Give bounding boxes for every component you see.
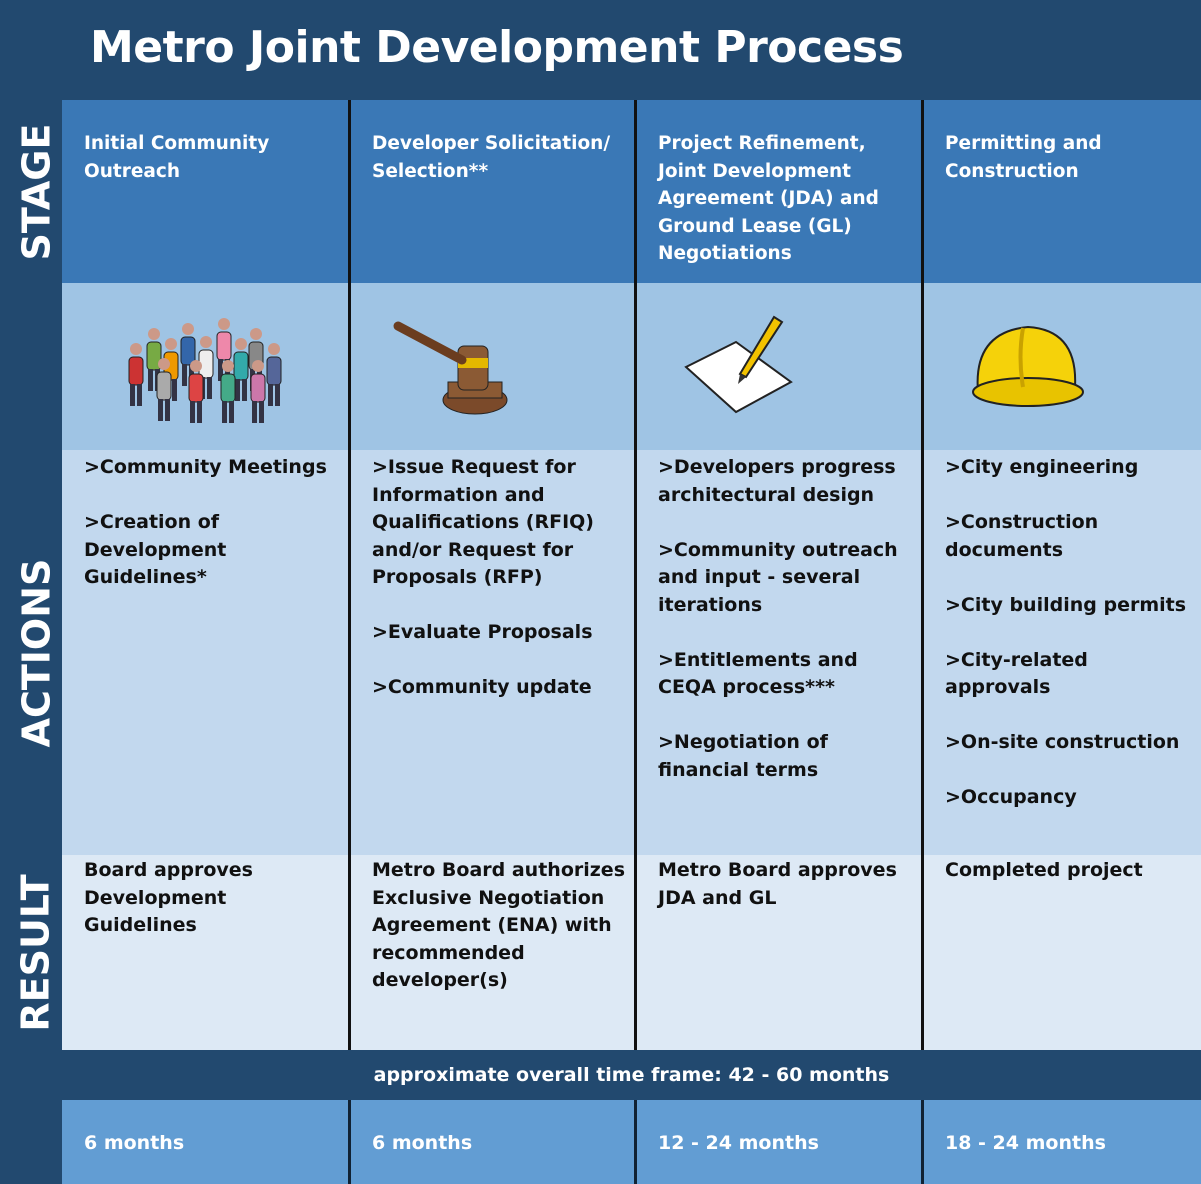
column-divider — [634, 1100, 637, 1184]
action-item: >Community outreach and input - several … — [658, 538, 898, 616]
column-divider — [634, 100, 637, 1050]
action-item: >Creation of Development Guidelines* — [84, 511, 227, 588]
title: Metro Joint Development Process — [90, 22, 904, 73]
result-cell: Board approves Development Guidelines — [62, 855, 350, 1050]
row-label: STAGE — [10, 100, 62, 283]
action-item: >Occupancy — [945, 786, 1077, 808]
duration-cell: 12 - 24 months — [636, 1100, 923, 1184]
icon-cell — [923, 283, 1201, 450]
stage-cell: Initial Community Outreach — [62, 100, 350, 283]
result-cell: Metro Board approves JDA and GL — [636, 855, 923, 1050]
action-item: >Developers progress architectural desig… — [658, 456, 896, 506]
action-item: >Issue Request for Information and Quali… — [372, 456, 594, 588]
row-label-text: RESULT — [14, 873, 59, 1032]
result-cell: Completed project — [923, 855, 1201, 1050]
actions-cell: >Community Meetings >Creation of Developm… — [62, 450, 350, 855]
action-item: >Entitlements and CEQA process*** — [658, 648, 858, 699]
icon-cell — [350, 283, 636, 450]
duration-cell: 6 months — [62, 1100, 350, 1184]
column-divider — [348, 100, 351, 1050]
action-item: >Community Meetings — [84, 456, 327, 478]
row-label: RESULT — [10, 855, 62, 1050]
duration-cell: 18 - 24 months — [923, 1100, 1201, 1184]
result-cell: Metro Board authorizes Exclusive Negotia… — [350, 855, 636, 1050]
column-divider — [348, 1100, 351, 1184]
stage-cell: Permitting and Construction — [923, 100, 1201, 283]
action-item: >Construction documents — [945, 511, 1099, 561]
duration-cell: 6 months — [350, 1100, 636, 1184]
actions-cell: >City engineering >Construction documents… — [923, 450, 1201, 855]
action-item: >Evaluate Proposals — [372, 621, 593, 643]
row-label: ACTIONS — [10, 450, 62, 855]
column-divider — [921, 1100, 924, 1184]
time-frame: approximate overall time frame: 42 - 60 … — [373, 1064, 890, 1086]
row-label-text: ACTIONS — [14, 558, 58, 747]
actions-cell: >Developers progress architectural desig… — [636, 450, 923, 855]
column-divider — [921, 100, 924, 1050]
action-item: >On-site construction — [945, 731, 1180, 753]
action-item: >City engineering — [945, 456, 1139, 478]
icon-cell — [636, 283, 923, 450]
stage-cell: Project Refinement, Joint Development Ag… — [636, 100, 923, 283]
actions-cell: >Issue Request for Information and Quali… — [350, 450, 636, 855]
action-item: >Community update — [372, 676, 592, 698]
action-item: >Negotiation of financial terms — [658, 731, 828, 781]
action-item: >City building permits — [945, 593, 1187, 616]
stage-cell: Developer Solicitation/ Selection** — [350, 100, 636, 283]
icon-cell — [62, 283, 350, 450]
action-item: >City-related approvals — [945, 648, 1088, 699]
row-label-text: STAGE — [14, 123, 58, 260]
